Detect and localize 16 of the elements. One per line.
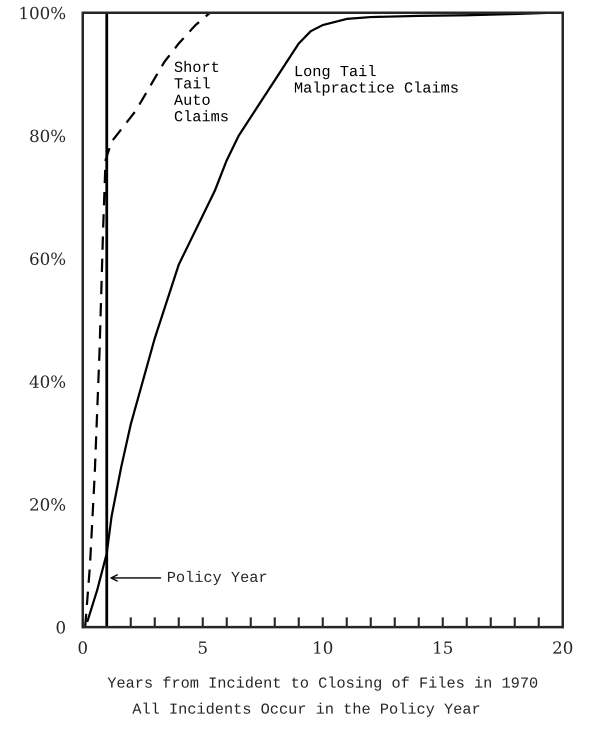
x-tick-label: 20 [553,641,572,654]
y-tick-label: 100% [20,6,66,20]
y-tick-label: 40% [30,375,66,388]
text: All Incidents Occur in the Policy Year [132,702,480,717]
x-axis-title: Years from Incident to Closing of Files in 1970 [108,676,538,691]
series-label: Short Tail Auto Claims [174,60,228,122]
x-tick-label: 10 [314,641,332,654]
x-tick-label: 0 [78,641,87,654]
y-tick-label: 60% [30,252,66,266]
ref-line-label: Policy Year [168,570,266,586]
x-tick-label: 5 [198,641,207,654]
y-tick-label: 80% [30,130,66,142]
y-tick-label: 20% [30,498,66,511]
x-tick-label: 15 [434,641,452,654]
y-tick-label: 0 [56,621,65,634]
series-label: Long Tail Malpractice Claims [294,64,458,96]
